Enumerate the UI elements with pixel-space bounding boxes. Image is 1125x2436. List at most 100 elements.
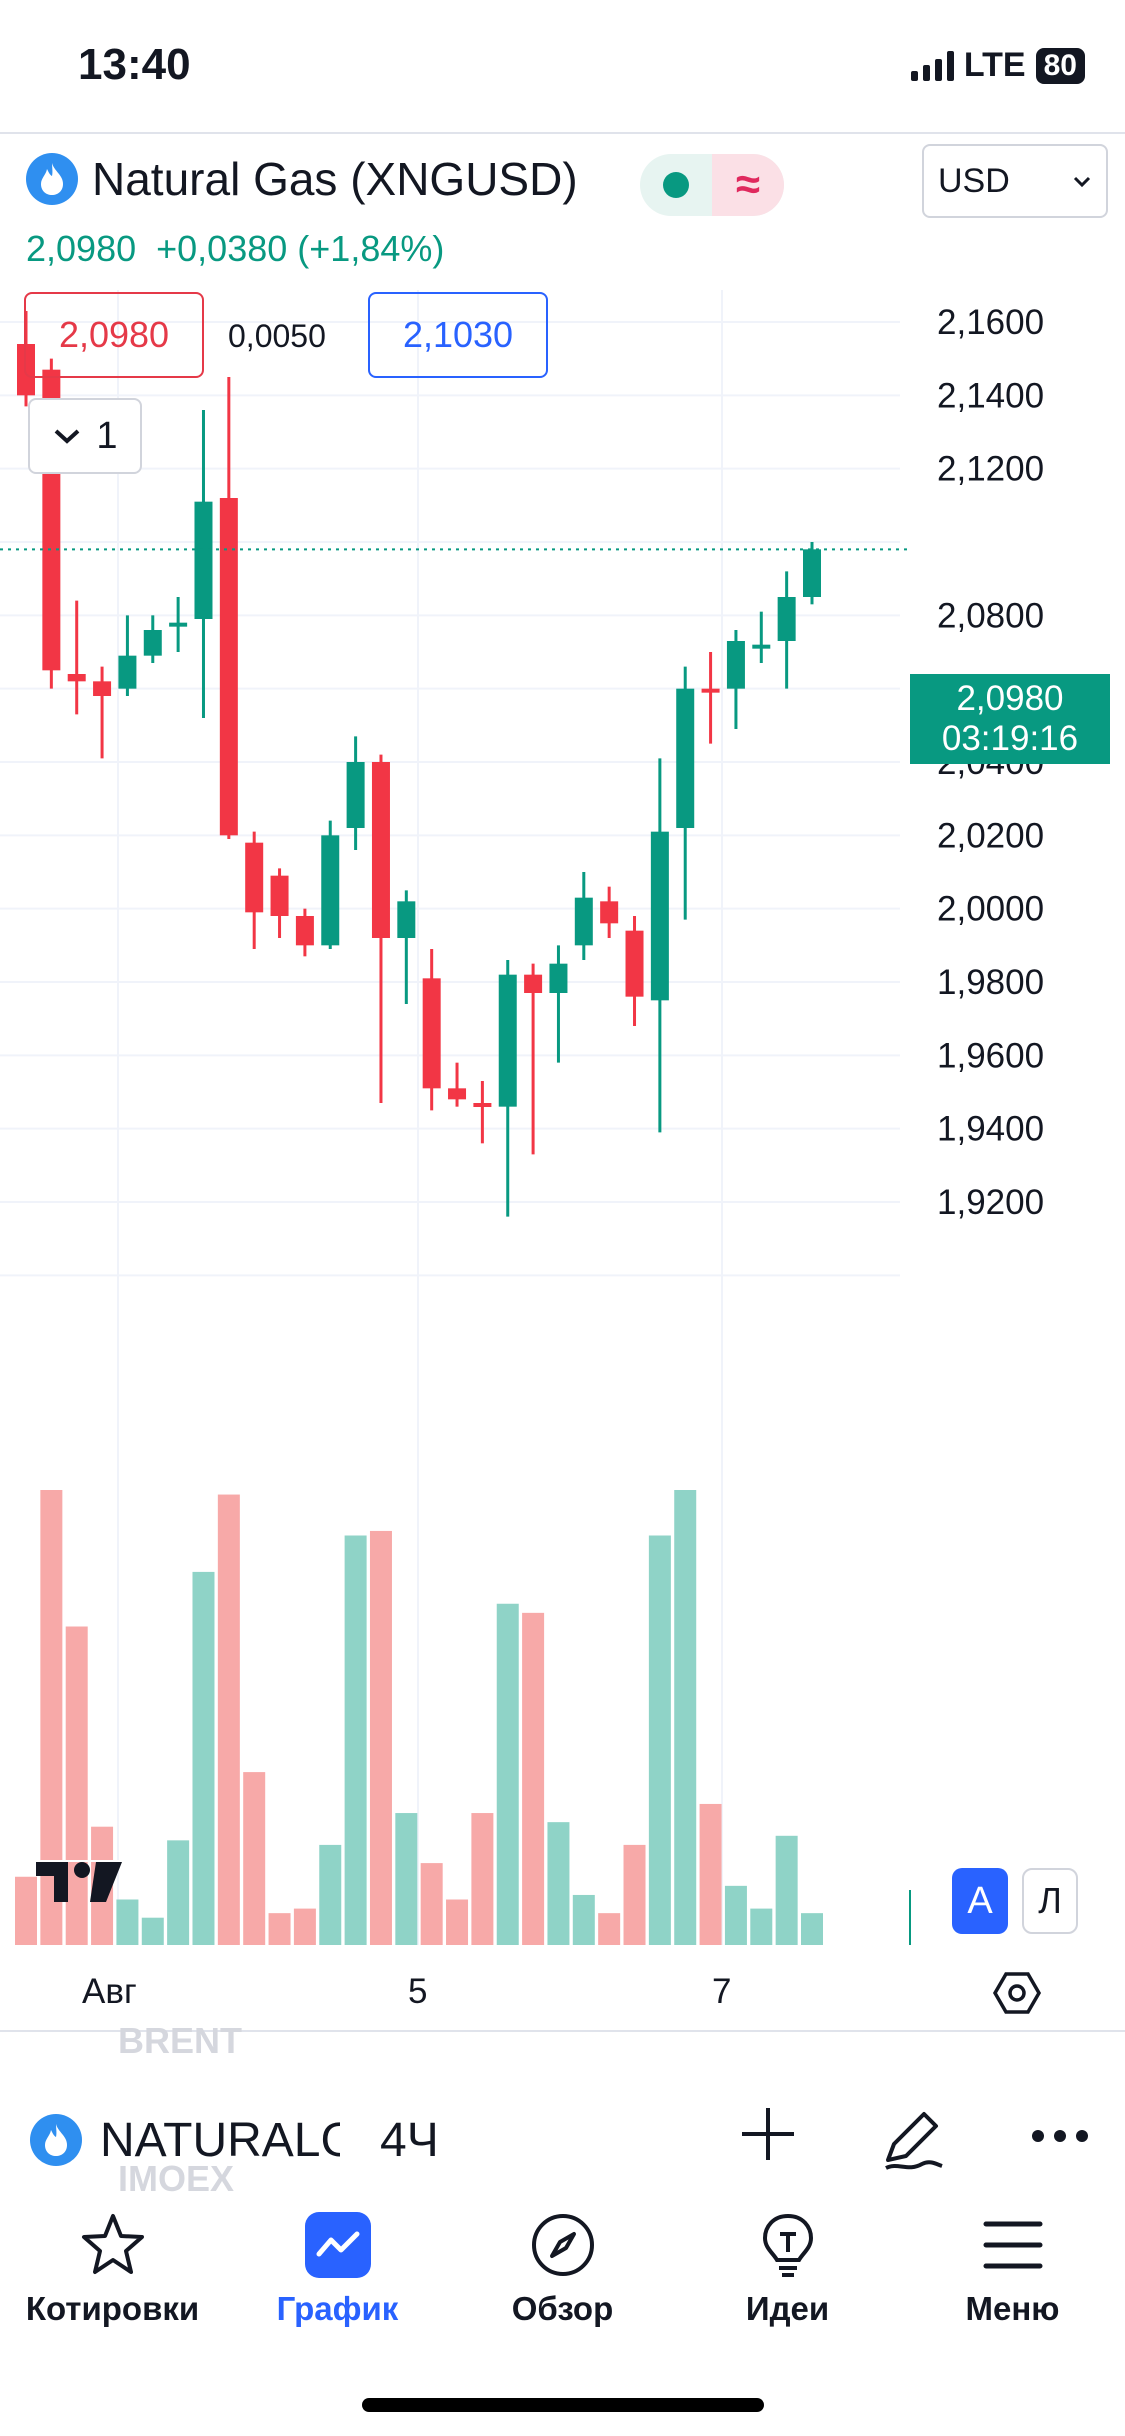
- price-change-line: 2,0980 +0,0380 (+1,84%): [26, 228, 444, 270]
- volume-bar: [775, 1835, 798, 1945]
- volume-bar: [369, 1530, 392, 1945]
- volume-bar: [446, 1899, 469, 1945]
- nav-quotes[interactable]: Котировки: [0, 2200, 225, 2350]
- header-divider: [0, 132, 1125, 134]
- candle-body: [701, 688, 720, 693]
- status-time: 13:40: [78, 40, 191, 89]
- y-tick-label: 2,0800: [937, 596, 1044, 635]
- toolbar-interval-button[interactable]: 4Ч: [380, 2113, 439, 2167]
- volume-bar: [319, 1844, 342, 1945]
- volume-bar: [496, 1603, 519, 1945]
- signal-icon: [910, 50, 954, 81]
- volume-bar: [40, 1490, 63, 1945]
- chevron-down-icon: [1073, 176, 1091, 188]
- symbol-header[interactable]: Natural Gas (XNGUSD): [26, 152, 578, 206]
- volume-bar: [141, 1917, 164, 1945]
- candle-body: [295, 916, 314, 946]
- y-tick-label: 1,9600: [937, 1036, 1044, 1075]
- candle-body: [17, 344, 35, 396]
- volume-bar: [420, 1863, 443, 1945]
- flame-icon: [30, 2114, 82, 2166]
- volume-bar: [598, 1913, 621, 1945]
- candlestick-chart[interactable]: 2,16002,14002,12002,08002,06002,04002,02…: [0, 290, 1125, 1950]
- nav-explore[interactable]: Обзор: [450, 2200, 675, 2350]
- plus-icon[interactable]: [738, 2104, 798, 2164]
- volume-bar: [572, 1894, 595, 1945]
- volume-bar: [471, 1813, 494, 1945]
- candle-body: [219, 498, 238, 836]
- nav-chart[interactable]: График: [225, 2200, 450, 2350]
- candle-body: [143, 630, 162, 656]
- chart-toolbar: NATURALGAS 4Ч: [30, 2080, 1100, 2200]
- tradingview-logo-icon: [34, 1860, 124, 1902]
- candle-body: [600, 901, 619, 924]
- candle-body: [270, 875, 289, 916]
- candle-body: [422, 978, 441, 1089]
- volume-bar: [167, 1840, 190, 1945]
- battery-icon: 80: [1035, 47, 1085, 84]
- interval-count: 1: [96, 414, 118, 457]
- lightbulb-icon: [762, 2213, 813, 2277]
- nav-quotes-label: Котировки: [25, 2290, 200, 2327]
- candle-body: [676, 688, 695, 828]
- volume-bar: [243, 1772, 266, 1945]
- y-tick-label: 1,9800: [937, 963, 1044, 1002]
- volume-bar: [116, 1899, 139, 1945]
- log-scale-button[interactable]: Л: [1022, 1868, 1078, 1934]
- nav-ideas[interactable]: Идеи: [675, 2200, 900, 2350]
- currency-select[interactable]: USD: [922, 144, 1108, 218]
- candle-body: [498, 974, 517, 1107]
- y-tick-label: 2,1400: [937, 376, 1044, 415]
- sell-button[interactable]: 2,0980: [24, 292, 204, 378]
- volume-bar: [750, 1908, 773, 1945]
- y-tick-label: 2,1600: [937, 303, 1044, 342]
- flame-icon: [26, 153, 78, 205]
- nav-chart-label: График: [276, 2290, 399, 2327]
- volume-bar: [192, 1571, 215, 1945]
- candle-body: [803, 549, 821, 597]
- candle-body: [321, 835, 340, 946]
- candle-body: [524, 974, 543, 993]
- volume-bar: [522, 1612, 545, 1945]
- approx-icon: ≈: [712, 154, 784, 216]
- candle-body: [194, 501, 213, 619]
- candle-body: [67, 674, 86, 682]
- more-icon[interactable]: [1030, 2128, 1090, 2144]
- y-tick-label: 2,0000: [937, 890, 1044, 929]
- nav-menu[interactable]: Меню: [900, 2200, 1125, 2350]
- candle-body: [397, 901, 416, 938]
- candle-body: [777, 597, 796, 641]
- auto-scale-button[interactable]: A: [952, 1868, 1008, 1934]
- volume-bar: [293, 1908, 316, 1945]
- toolbar-symbol-button[interactable]: NATURALGAS: [100, 2113, 340, 2167]
- volume-bar: [699, 1803, 722, 1945]
- home-indicator: [362, 2398, 764, 2412]
- chart-icon: [304, 2212, 371, 2278]
- symbol-name[interactable]: Natural Gas (XNGUSD): [92, 153, 578, 205]
- bar-countdown: 03:19:16: [941, 719, 1079, 758]
- candle-body: [118, 655, 137, 689]
- volume-bar: [547, 1822, 570, 1945]
- candle-body: [169, 622, 188, 627]
- buy-button[interactable]: 2,1030: [368, 292, 548, 378]
- last-price-label: 2,0980 03:19:16: [910, 674, 1110, 764]
- ghost-symbol-top: BRENT: [118, 2020, 242, 2061]
- market-status-toggle[interactable]: ≈: [640, 154, 784, 216]
- volume-bar: [268, 1913, 291, 1945]
- pencil-icon[interactable]: [878, 2104, 948, 2174]
- candle-body: [473, 1103, 492, 1107]
- last-price-value: 2,0980: [956, 679, 1064, 718]
- nav-menu-label: Меню: [965, 2290, 1060, 2327]
- candle-body: [625, 930, 644, 997]
- volume-bar: [623, 1844, 646, 1945]
- star-icon: [81, 2214, 144, 2274]
- x-tick-7: 7: [712, 1972, 732, 2011]
- nav-explore-label: Обзор: [511, 2290, 614, 2327]
- volume-bar: [674, 1490, 697, 1945]
- interval-collapse-button[interactable]: 1: [28, 398, 142, 474]
- volume-bar: [724, 1885, 747, 1945]
- chart-settings-icon[interactable]: [992, 1968, 1042, 2018]
- candle-body: [549, 963, 568, 993]
- current-price: 2,0980: [26, 228, 137, 269]
- price-change: +0,0380: [156, 228, 288, 269]
